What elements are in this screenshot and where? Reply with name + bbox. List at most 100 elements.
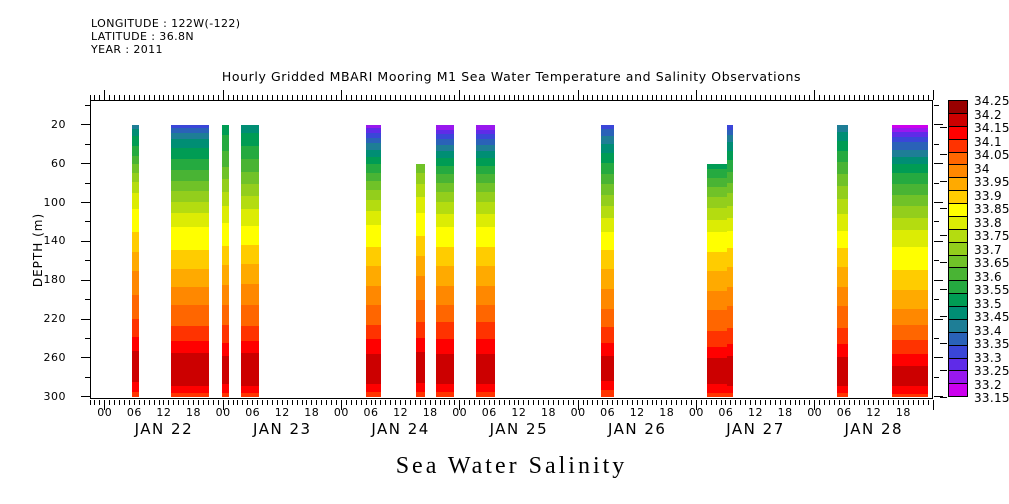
time-axis-tick xyxy=(597,400,599,405)
time-axis-tick xyxy=(932,400,934,410)
x-hour-label: 18 xyxy=(659,406,675,419)
colorbar-tick xyxy=(940,262,947,263)
time-axis-tick xyxy=(621,95,623,100)
time-axis-tick xyxy=(449,400,451,405)
time-axis-tick xyxy=(927,400,929,405)
time-axis-tick xyxy=(188,95,190,100)
x-hour-label: 00 xyxy=(807,406,823,419)
colorbar-tick-label: 34.1 xyxy=(974,134,1002,149)
time-axis-tick xyxy=(405,95,406,100)
time-axis-tick xyxy=(89,95,91,100)
time-axis-tick xyxy=(311,400,313,405)
time-axis-tick xyxy=(814,90,816,100)
depth-axis-tick xyxy=(81,124,90,126)
time-axis-tick xyxy=(301,400,303,405)
time-axis-tick xyxy=(340,90,342,100)
data-column-jan24-06 xyxy=(366,124,381,397)
time-axis-tick xyxy=(469,400,471,405)
time-axis-tick xyxy=(143,95,145,100)
time-axis-tick xyxy=(414,95,416,100)
x-hour-label: 12 xyxy=(156,406,172,419)
time-axis-tick xyxy=(291,400,293,405)
colorbar-cell xyxy=(949,307,967,320)
colorbar-tick xyxy=(940,343,947,344)
x-hour-label: 12 xyxy=(274,406,290,419)
time-axis-tick xyxy=(513,95,515,100)
time-axis-tick xyxy=(838,400,840,405)
y-tick-label: 220 xyxy=(43,312,66,326)
time-axis-tick xyxy=(153,95,155,100)
time-axis-tick xyxy=(193,400,194,405)
time-axis-tick xyxy=(607,400,609,405)
colorbar-cell xyxy=(949,255,967,269)
time-axis-tick xyxy=(548,95,549,100)
time-axis-tick xyxy=(114,400,116,405)
time-axis-tick xyxy=(133,95,135,100)
time-axis-tick xyxy=(217,400,219,405)
x-hour-label: 12 xyxy=(748,406,763,419)
time-axis-tick xyxy=(459,90,461,100)
time-axis-tick xyxy=(173,400,175,405)
time-axis-tick xyxy=(227,400,229,405)
time-axis-tick xyxy=(543,400,544,405)
depth-axis-tick xyxy=(934,202,943,203)
x-day-label: JAN 26 xyxy=(607,420,667,438)
x-hour-label: 00 xyxy=(570,406,586,419)
depth-axis-tick xyxy=(81,318,90,320)
colorbar-tick-label: 33.55 xyxy=(974,283,1009,297)
time-axis-tick xyxy=(395,95,397,100)
time-axis-tick xyxy=(350,95,352,100)
time-axis-tick xyxy=(178,400,180,405)
colorbar-cell xyxy=(949,126,967,140)
time-axis-tick xyxy=(769,400,771,405)
time-axis-tick xyxy=(893,400,895,405)
time-axis-tick xyxy=(380,400,382,405)
depth-axis-tick xyxy=(85,299,90,301)
time-axis-tick xyxy=(789,95,791,100)
time-axis-tick xyxy=(276,400,278,405)
time-axis-tick xyxy=(853,400,855,405)
header-info: LONGITUDE : 122W(-122) LATITUDE : 36.8N … xyxy=(91,17,241,56)
x-hour-label: 12 xyxy=(511,406,527,419)
time-axis-tick xyxy=(257,400,259,405)
y-tick-label: 140 xyxy=(43,234,66,248)
time-axis-tick xyxy=(715,95,717,100)
time-axis-tick xyxy=(237,400,239,405)
time-axis-tick xyxy=(158,400,160,405)
colorbar-tick xyxy=(940,397,947,398)
time-axis-tick xyxy=(474,95,475,100)
depth-axis-tick xyxy=(934,104,939,106)
time-axis-tick xyxy=(735,400,737,405)
time-axis-tick xyxy=(326,400,328,405)
time-axis-tick xyxy=(764,95,766,100)
time-axis-tick xyxy=(863,95,865,100)
colorbar-cell xyxy=(949,152,967,166)
data-column-jan26-06 xyxy=(600,124,615,397)
x-day-label: JAN 28 xyxy=(844,420,904,438)
colorbar-tick-label: 33.65 xyxy=(974,256,1009,270)
time-axis-tick xyxy=(109,95,111,100)
time-axis-tick xyxy=(439,95,441,100)
time-axis-tick xyxy=(286,400,288,405)
time-axis-tick xyxy=(252,95,254,100)
time-axis-tick xyxy=(774,400,776,405)
time-axis-tick xyxy=(686,95,687,100)
time-axis-tick xyxy=(567,95,569,100)
time-axis-tick xyxy=(602,400,604,405)
colorbar-tick xyxy=(940,316,947,317)
colorbar-cell xyxy=(949,165,967,179)
time-axis-tick xyxy=(207,400,209,405)
y-tick-label: 300 xyxy=(43,389,66,403)
time-axis-tick xyxy=(173,95,175,100)
time-axis-tick xyxy=(479,400,480,405)
time-axis-tick xyxy=(124,95,125,100)
time-axis-tick xyxy=(592,95,594,100)
data-column-jan28-05 xyxy=(836,124,848,397)
time-axis-tick xyxy=(848,95,850,100)
x-hour-label: 18 xyxy=(304,406,320,419)
y-tick-label: 20 xyxy=(51,117,66,131)
depth-axis-tick xyxy=(85,104,90,106)
time-axis-tick xyxy=(814,400,816,410)
time-axis-tick xyxy=(902,400,904,405)
time-axis-tick xyxy=(868,400,870,405)
